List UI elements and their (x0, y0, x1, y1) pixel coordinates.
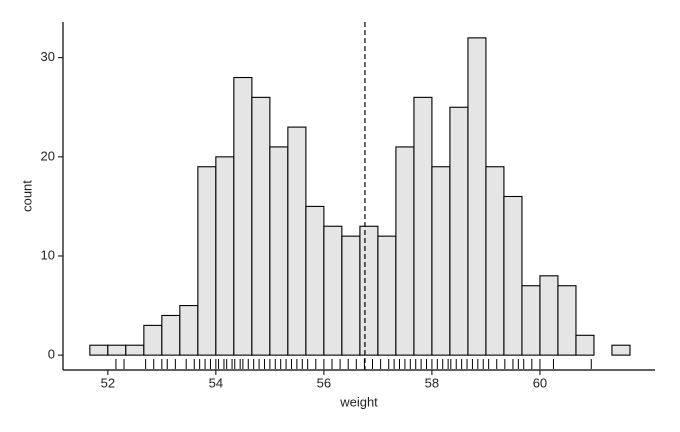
bar (377, 235, 397, 356)
bar (107, 344, 127, 356)
bar (611, 344, 631, 356)
y-tick-label: 0 (48, 347, 55, 362)
bar (233, 76, 253, 356)
bar (161, 314, 181, 356)
bar (413, 96, 433, 356)
bar (215, 156, 235, 356)
bar (89, 344, 109, 356)
y-tick-label: 20 (41, 148, 55, 163)
bar (269, 146, 289, 356)
bar (467, 37, 487, 356)
y-tick-label: 30 (41, 49, 55, 64)
bar (323, 225, 343, 356)
bar (125, 344, 145, 356)
bar (539, 275, 559, 356)
y-axis-label: count (19, 180, 34, 212)
bar (359, 225, 379, 356)
bar (431, 166, 451, 356)
bar (341, 235, 361, 356)
x-axis-label: weight (339, 394, 378, 409)
bar (521, 285, 541, 356)
x-tick-label: 54 (209, 375, 223, 390)
bar (557, 285, 577, 356)
bar (395, 146, 415, 356)
x-tick-label: 60 (533, 375, 547, 390)
bar (251, 96, 271, 356)
bar (305, 205, 325, 356)
bar (575, 334, 595, 356)
bar (485, 166, 505, 356)
x-tick-label: 56 (317, 375, 331, 390)
bar (287, 126, 307, 356)
bar (143, 324, 163, 356)
bar (179, 305, 199, 356)
x-tick-label: 58 (425, 375, 439, 390)
bar (197, 166, 217, 356)
x-tick-label: 52 (101, 375, 115, 390)
bar (449, 106, 469, 356)
y-tick-label: 10 (41, 247, 55, 262)
bar (503, 195, 523, 356)
